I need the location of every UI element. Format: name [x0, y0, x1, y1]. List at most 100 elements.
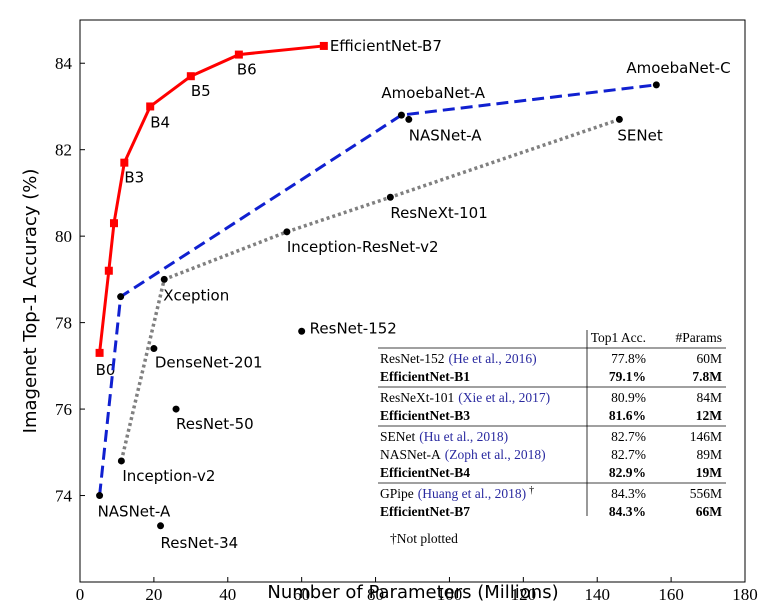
point	[298, 327, 306, 335]
row-acc: 84.3%	[609, 504, 646, 519]
row-acc: 82.7%	[611, 429, 646, 444]
x-tick-label: 140	[584, 585, 610, 604]
point	[150, 345, 158, 353]
point	[405, 115, 413, 123]
point	[397, 111, 405, 119]
point	[172, 405, 180, 413]
table-row: NASNet-A (Zoph et al., 2018)	[380, 447, 546, 462]
table-row: GPipe (Huang et al., 2018) †	[380, 485, 534, 501]
table-row: ResNeXt-101 (Xie et al., 2017)	[380, 390, 550, 405]
row-name: SENet	[380, 429, 415, 444]
point	[96, 492, 104, 500]
point	[117, 293, 125, 301]
x-tick-label: 180	[732, 585, 758, 604]
row-name: NASNet-A	[380, 447, 441, 462]
y-tick-label: 84	[55, 54, 73, 73]
row-name: EfficientNet-B1	[380, 369, 470, 384]
row-acc: 84.3%	[611, 486, 646, 501]
point-label: B5	[191, 82, 211, 100]
row-cite: (Xie et al., 2017)	[458, 390, 550, 405]
table-row: EfficientNet-B1	[380, 369, 470, 384]
row-params: 556M	[690, 486, 722, 501]
point	[386, 193, 394, 201]
point	[319, 41, 328, 50]
row-acc: 82.7%	[611, 447, 646, 462]
point-label: ResNet-152	[310, 319, 397, 337]
row-acc: 79.1%	[609, 369, 646, 384]
point-label: B4	[150, 113, 170, 131]
row-note: †	[529, 485, 534, 496]
point-label: ResNet-50	[176, 415, 254, 433]
point-label: ResNeXt-101	[390, 204, 487, 222]
x-tick-label: 80	[367, 585, 384, 604]
table-header: #Params	[676, 330, 723, 345]
y-axis-title: Imagenet Top-1 Accuracy (%)	[20, 169, 41, 434]
point	[234, 50, 243, 59]
row-params: 146M	[690, 429, 722, 444]
point-label: AmoebaNet-A	[381, 84, 485, 102]
y-tick-label: 82	[55, 141, 72, 160]
row-params: 7.8M	[692, 369, 722, 384]
point	[283, 228, 291, 236]
table-footnote: †Not plotted	[390, 531, 458, 546]
table-header: Top1 Acc.	[591, 330, 646, 345]
row-name: EfficientNet-B7	[380, 504, 470, 519]
row-params: 84M	[696, 390, 722, 405]
point	[186, 72, 195, 81]
point-label: SENet	[617, 126, 662, 144]
row-name: ResNet-152	[380, 351, 445, 366]
point-label: AmoebaNet-C	[626, 59, 730, 77]
x-tick-label: 0	[76, 585, 85, 604]
table-row: ResNet-152 (He et al., 2016)	[380, 351, 537, 366]
row-params: 66M	[696, 504, 723, 519]
point	[160, 275, 168, 283]
point-label: NASNet-A	[409, 126, 482, 144]
row-params: 89M	[696, 447, 722, 462]
y-tick-label: 80	[55, 227, 72, 246]
x-tick-label: 160	[658, 585, 684, 604]
point	[117, 457, 125, 465]
series-line	[98, 44, 324, 354]
point	[104, 266, 113, 275]
row-acc: 82.9%	[609, 465, 646, 480]
point-label: Inception-ResNet-v2	[287, 238, 439, 256]
x-tick-label: 120	[511, 585, 537, 604]
row-cite: (He et al., 2016)	[449, 351, 537, 366]
point	[615, 115, 623, 123]
row-name: EfficientNet-B4	[380, 465, 470, 480]
table-row: SENet (Hu et al., 2018)	[380, 429, 508, 444]
y-tick-label: 74	[55, 487, 73, 506]
point-label: ResNet-34	[161, 534, 239, 552]
row-cite: (Hu et al., 2018)	[419, 429, 508, 444]
row-name: ResNeXt-101	[380, 390, 454, 405]
row-params: 12M	[696, 408, 723, 423]
row-params: 60M	[696, 351, 722, 366]
plot-frame	[79, 19, 746, 583]
point	[652, 81, 660, 89]
x-tick-label: 40	[219, 585, 236, 604]
y-tick-label: 78	[55, 314, 72, 333]
x-tick-label: 60	[293, 585, 310, 604]
y-tick-label: 76	[55, 400, 72, 419]
row-cite: (Zoph et al., 2018)	[445, 447, 546, 462]
x-tick-label: 20	[145, 585, 162, 604]
table-row: EfficientNet-B4	[380, 465, 470, 480]
point-label: Xception	[163, 286, 229, 304]
row-acc: 81.6%	[609, 408, 646, 423]
x-tick-label: 100	[437, 585, 463, 604]
point-label: B0	[96, 361, 116, 379]
row-name: EfficientNet-B3	[380, 408, 470, 423]
point	[146, 102, 155, 111]
row-params: 19M	[696, 465, 723, 480]
point-label: Inception-v2	[122, 467, 215, 485]
point	[95, 348, 104, 357]
row-acc: 77.8%	[611, 351, 646, 366]
point-label: B3	[124, 169, 144, 187]
table-row: EfficientNet-B7	[380, 504, 470, 519]
table-row: EfficientNet-B3	[380, 408, 470, 423]
series-line	[98, 83, 657, 496]
point-label: NASNet-A	[98, 503, 171, 521]
row-name: GPipe	[380, 486, 414, 501]
point	[120, 158, 129, 167]
